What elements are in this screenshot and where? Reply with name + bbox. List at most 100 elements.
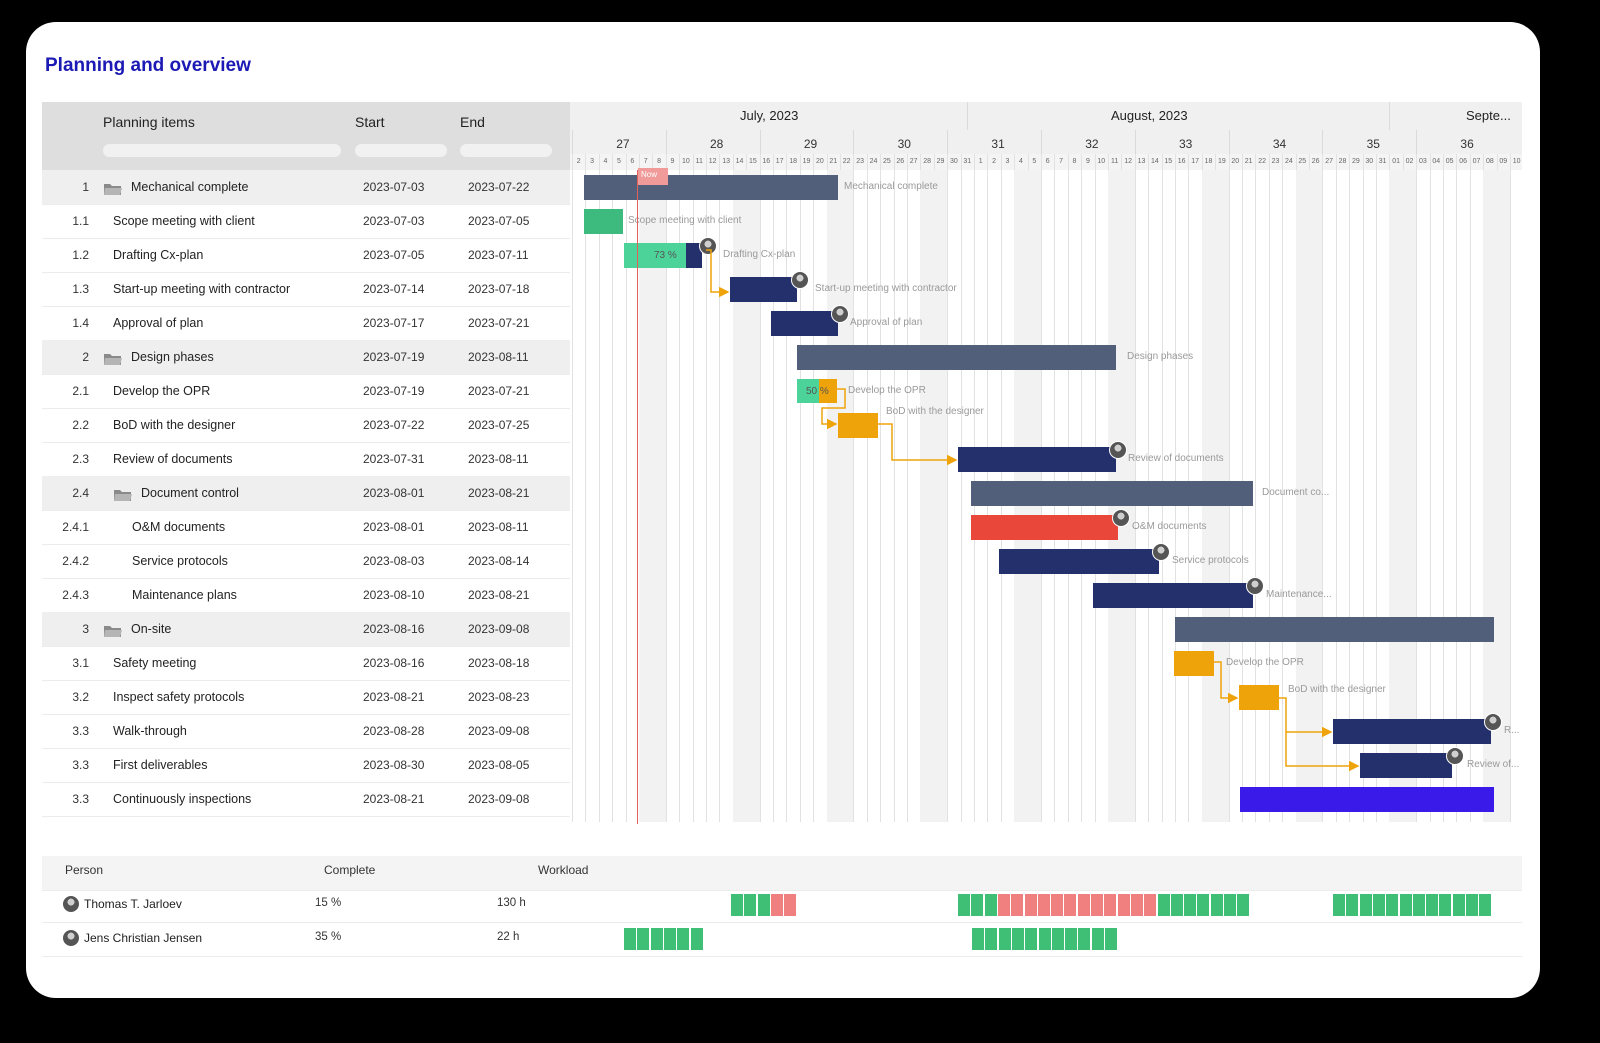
items-filter-input[interactable] xyxy=(103,144,341,157)
gantt-bar[interactable] xyxy=(958,447,1116,472)
planning-item-name[interactable]: Continuously inspections xyxy=(113,792,252,806)
row-number: 1.1 xyxy=(72,214,89,228)
folder-icon[interactable] xyxy=(104,624,122,637)
end-date[interactable]: 2023-07-21 xyxy=(468,316,530,330)
column-header-start[interactable]: Start xyxy=(355,114,385,130)
start-date[interactable]: 2023-08-10 xyxy=(363,588,425,602)
row-number: 2 xyxy=(82,350,89,364)
start-date[interactable]: 2023-08-28 xyxy=(363,724,425,738)
end-filter-input[interactable] xyxy=(460,144,552,157)
folder-icon[interactable] xyxy=(104,182,122,195)
start-date[interactable]: 2023-07-22 xyxy=(363,418,425,432)
end-date[interactable]: 2023-07-21 xyxy=(468,384,530,398)
gantt-bar[interactable] xyxy=(1240,787,1494,812)
planning-item-name[interactable]: Scope meeting with client xyxy=(113,214,255,228)
end-date[interactable]: 2023-09-08 xyxy=(468,724,530,738)
start-date[interactable]: 2023-08-01 xyxy=(363,520,425,534)
assignee-avatar[interactable] xyxy=(831,305,849,323)
end-date[interactable]: 2023-07-25 xyxy=(468,418,530,432)
planning-item-name[interactable]: Start-up meeting with contractor xyxy=(113,282,291,296)
gantt-bar[interactable] xyxy=(971,515,1118,540)
gantt-bar[interactable] xyxy=(1239,685,1279,710)
assignee-avatar[interactable] xyxy=(1446,747,1464,765)
gantt-bar[interactable] xyxy=(971,481,1253,506)
assignee-avatar[interactable] xyxy=(1112,509,1130,527)
start-date[interactable]: 2023-07-14 xyxy=(363,282,425,296)
planning-item-name[interactable]: Approval of plan xyxy=(113,316,204,330)
end-date[interactable]: 2023-08-14 xyxy=(468,554,530,568)
end-date[interactable]: 2023-08-18 xyxy=(468,656,530,670)
gantt-bar[interactable] xyxy=(838,413,878,438)
planning-item-name[interactable]: Design phases xyxy=(131,350,214,364)
planning-item-name[interactable]: Drafting Cx-plan xyxy=(113,248,204,262)
planning-item-name[interactable]: First deliverables xyxy=(113,758,208,772)
start-date[interactable]: 2023-08-21 xyxy=(363,690,425,704)
start-date[interactable]: 2023-07-31 xyxy=(363,452,425,466)
start-date[interactable]: 2023-07-03 xyxy=(363,214,425,228)
gantt-bar[interactable] xyxy=(797,379,837,403)
end-date[interactable]: 2023-07-11 xyxy=(468,248,529,262)
gantt-bar[interactable] xyxy=(584,175,838,200)
end-date[interactable]: 2023-08-23 xyxy=(468,690,530,704)
person-name[interactable]: Jens Christian Jensen xyxy=(84,931,203,945)
end-date[interactable]: 2023-07-22 xyxy=(468,180,530,194)
planning-item-name[interactable]: Walk-through xyxy=(113,724,187,738)
end-date[interactable]: 2023-08-05 xyxy=(468,758,530,772)
gantt-bar[interactable] xyxy=(1093,583,1253,608)
gantt-bar[interactable] xyxy=(1175,617,1494,642)
planning-item-name[interactable]: Safety meeting xyxy=(113,656,197,670)
end-date[interactable]: 2023-07-18 xyxy=(468,282,530,296)
planning-item-name[interactable]: BoD with the designer xyxy=(113,418,236,432)
assignee-avatar[interactable] xyxy=(1484,713,1502,731)
row-number: 1.4 xyxy=(72,316,89,330)
end-date[interactable]: 2023-08-11 xyxy=(468,350,529,364)
planning-item-name[interactable]: On-site xyxy=(131,622,172,636)
planning-item-name[interactable]: Develop the OPR xyxy=(113,384,211,398)
start-date[interactable]: 2023-07-19 xyxy=(363,350,425,364)
assignee-avatar[interactable] xyxy=(791,271,809,289)
start-date[interactable]: 2023-08-03 xyxy=(363,554,425,568)
planning-item-name[interactable]: Inspect safety protocols xyxy=(113,690,245,704)
gantt-bar[interactable] xyxy=(1360,753,1452,778)
end-date[interactable]: 2023-08-21 xyxy=(468,486,530,500)
start-date[interactable]: 2023-07-05 xyxy=(363,248,425,262)
start-date[interactable]: 2023-07-19 xyxy=(363,384,425,398)
start-date[interactable]: 2023-08-30 xyxy=(363,758,425,772)
planning-item-name[interactable]: Maintenance plans xyxy=(132,588,237,602)
column-header-items[interactable]: Planning items xyxy=(103,114,195,130)
start-date[interactable]: 2023-08-21 xyxy=(363,792,425,806)
assignee-avatar[interactable] xyxy=(1246,577,1264,595)
planning-item-name[interactable]: Review of documents xyxy=(113,452,233,466)
planning-item-name[interactable]: Mechanical complete xyxy=(131,180,249,194)
start-filter-input[interactable] xyxy=(355,144,447,157)
start-date[interactable]: 2023-08-16 xyxy=(363,622,425,636)
start-date[interactable]: 2023-07-03 xyxy=(363,180,425,194)
person-name[interactable]: Thomas T. Jarloev xyxy=(84,897,182,911)
gantt-bar[interactable] xyxy=(771,311,838,336)
end-date[interactable]: 2023-08-21 xyxy=(468,588,530,602)
end-date[interactable]: 2023-09-08 xyxy=(468,622,530,636)
end-date[interactable]: 2023-08-11 xyxy=(468,520,529,534)
gantt-bar[interactable] xyxy=(797,345,1116,370)
progress-label: 50 % xyxy=(806,386,829,397)
planning-item-name[interactable]: Service protocols xyxy=(132,554,228,568)
start-date[interactable]: 2023-08-16 xyxy=(363,656,425,670)
end-date[interactable]: 2023-09-08 xyxy=(468,792,530,806)
gantt-bar[interactable] xyxy=(584,209,623,234)
start-date[interactable]: 2023-07-17 xyxy=(363,316,425,330)
assignee-avatar[interactable] xyxy=(1109,441,1127,459)
folder-icon[interactable] xyxy=(104,352,122,365)
end-date[interactable]: 2023-07-05 xyxy=(468,214,530,228)
gantt-bar[interactable] xyxy=(999,549,1159,574)
column-header-end[interactable]: End xyxy=(460,114,485,130)
end-date[interactable]: 2023-08-11 xyxy=(468,452,529,466)
gantt-bar[interactable] xyxy=(1333,719,1491,744)
start-date[interactable]: 2023-08-01 xyxy=(363,486,425,500)
folder-icon[interactable] xyxy=(114,488,132,501)
gantt-bar[interactable] xyxy=(1174,651,1214,676)
assignee-avatar[interactable] xyxy=(1152,543,1170,561)
planning-item-name[interactable]: O&M documents xyxy=(132,520,226,534)
gantt-bar[interactable] xyxy=(730,277,797,302)
assignee-avatar[interactable] xyxy=(699,237,717,255)
planning-item-name[interactable]: Document control xyxy=(141,486,239,500)
